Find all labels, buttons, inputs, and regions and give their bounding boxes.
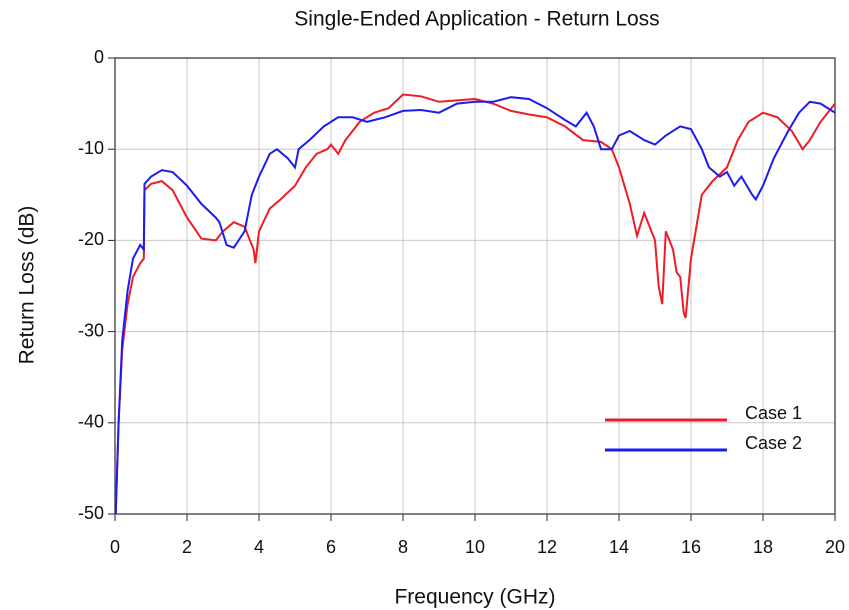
chart-title: Single-Ended Application - Return Loss [294,8,659,31]
x-axis-label: Frequency (GHz) [394,586,555,609]
x-tick-label: 0 [110,537,120,557]
series-line [114,96,836,515]
x-tick-label: 14 [609,537,629,557]
x-tick-label: 16 [681,537,701,557]
legend-label: Case 1 [745,403,802,423]
x-tick-label: 8 [398,537,408,557]
series-line [114,93,836,515]
y-tick-label: -10 [78,138,104,158]
y-tick-label: 0 [94,47,104,67]
x-tick-label: 4 [254,537,264,557]
x-tick-label: 20 [825,537,845,557]
x-tick-label: 12 [537,537,557,557]
x-tick-label: 10 [465,537,485,557]
y-tick-label: -30 [78,320,104,340]
y-tick-label: -50 [78,503,104,523]
x-tick-label: 2 [182,537,192,557]
plot-frame [114,57,836,515]
y-tick-label: -40 [78,412,104,432]
y-axis-label: Return Loss (dB) [16,206,39,365]
x-tick-label: 18 [753,537,773,557]
y-tick-label: -20 [78,229,104,249]
legend-label: Case 2 [745,433,802,453]
x-tick-label: 6 [326,537,336,557]
